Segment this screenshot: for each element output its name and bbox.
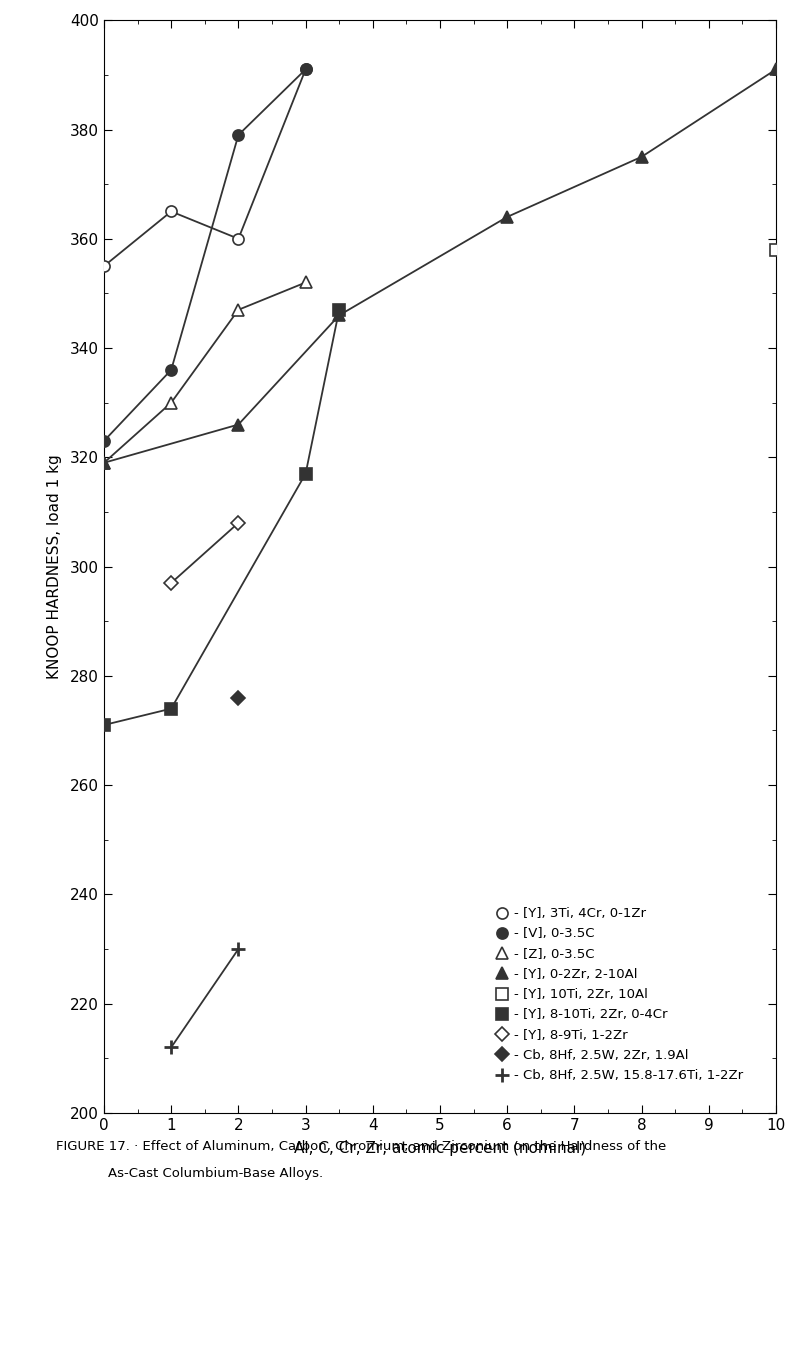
Text: As-Cast Columbium-Base Alloys.: As-Cast Columbium-Base Alloys. xyxy=(108,1167,323,1180)
X-axis label: Al, C, Cr, Zr, atomic percent (nominal): Al, C, Cr, Zr, atomic percent (nominal) xyxy=(294,1141,586,1156)
Legend: - [Y], 3Ti, 4Cr, 0-1Zr, - [V], 0-3.5C, - [Z], 0-3.5C, - [Y], 0-2Zr, 2-10Al, - [Y: - [Y], 3Ti, 4Cr, 0-1Zr, - [V], 0-3.5C, -… xyxy=(495,907,742,1082)
Y-axis label: KNOOP HARDNESS, load 1 kg: KNOOP HARDNESS, load 1 kg xyxy=(46,455,62,679)
Text: FIGURE 17. · Effect of Aluminum, Carbon, Chromium, and Zirconium on the Hardness: FIGURE 17. · Effect of Aluminum, Carbon,… xyxy=(56,1140,666,1153)
